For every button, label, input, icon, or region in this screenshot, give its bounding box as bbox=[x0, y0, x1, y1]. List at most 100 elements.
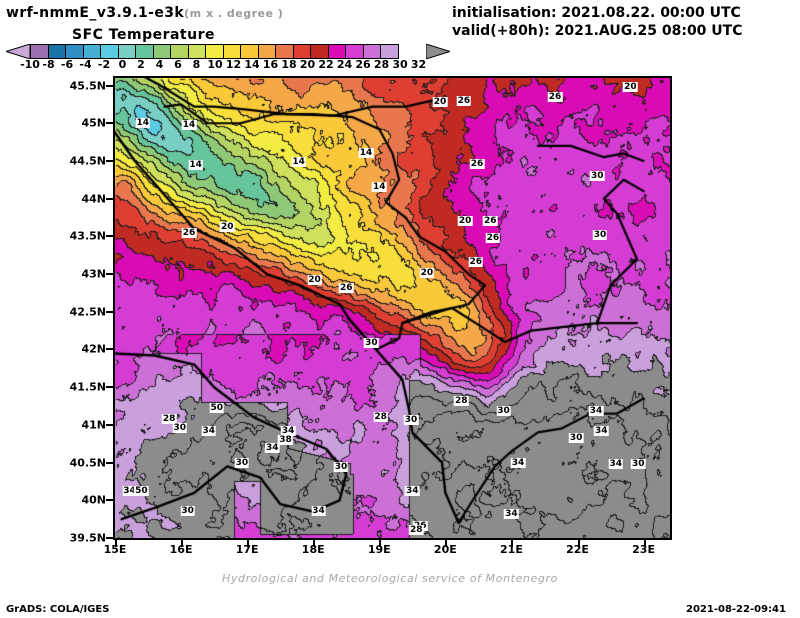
render-timestamp: 2021-08-22-09:41 bbox=[686, 604, 786, 615]
colorbar-swatch-13 bbox=[257, 44, 276, 59]
colorbar-swatch-12 bbox=[240, 44, 259, 59]
y-axis-label-44N: 44N bbox=[81, 192, 106, 206]
contour-label: 20 bbox=[623, 82, 638, 93]
x-axis-label-23E: 23E bbox=[632, 543, 655, 556]
contour-label: 26 bbox=[181, 228, 197, 239]
y-axis-tick bbox=[106, 537, 113, 539]
colorbar-tick-18: 18 bbox=[281, 58, 297, 71]
colorbar-tick-6: 6 bbox=[174, 58, 182, 71]
x-axis-tick bbox=[115, 540, 117, 547]
y-axis-tick bbox=[106, 197, 113, 200]
model-units: (m x . degree ) bbox=[184, 7, 284, 20]
x-axis-tick bbox=[313, 540, 316, 547]
contour-label: 30 bbox=[364, 338, 379, 349]
model-title: wrf-nmmE_v3.9.1-e3k(m x . degree ) bbox=[6, 5, 283, 21]
contour-label: 34 bbox=[588, 406, 604, 417]
contour-label: 20 bbox=[419, 267, 435, 278]
contour-label: 34 bbox=[510, 457, 526, 468]
contour-label: 30 bbox=[496, 406, 511, 417]
contour-label: 14 bbox=[372, 181, 387, 192]
y-axis-tick bbox=[106, 310, 113, 313]
contour-label: 26 bbox=[547, 91, 563, 102]
contour-label: 20 bbox=[432, 97, 448, 108]
colorbar-tick--10: -10 bbox=[20, 58, 40, 71]
contour-label: 14 bbox=[291, 157, 306, 168]
y-axis-tick bbox=[106, 273, 113, 276]
colorbar-swatch-10 bbox=[205, 44, 224, 59]
colorbar-swatch-11 bbox=[222, 44, 241, 59]
contour-label: 30 bbox=[590, 171, 605, 182]
colorbar-swatch-4 bbox=[100, 44, 119, 59]
y-axis-label-39.5N: 39.5N bbox=[69, 531, 106, 545]
colorbar-tick-10: 10 bbox=[207, 58, 223, 71]
valid-time: valid(+80h): 2021.AUG.25 08:00 UTC bbox=[452, 23, 743, 39]
y-axis-label-40N: 40N bbox=[81, 493, 106, 507]
temperature-map[interactable]: 14 14 14 14 14 14 26 20 20 26 20 26 26 20 26 20 26 26 30 30… bbox=[113, 76, 672, 540]
colorbar-tick--6: -6 bbox=[60, 58, 74, 71]
colorbar-tick-28: 28 bbox=[373, 58, 390, 71]
x-axis-tick bbox=[643, 540, 646, 547]
x-axis-label-19E: 19E bbox=[367, 543, 391, 556]
contour-label: 30 bbox=[403, 415, 419, 426]
contour-label: 28 bbox=[409, 525, 424, 536]
contour-label: 28 bbox=[373, 412, 388, 423]
contour-label: 14 bbox=[135, 118, 151, 129]
contour-label: 14 bbox=[181, 119, 197, 130]
contour-label: 26 bbox=[485, 232, 501, 243]
contour-label: 30 bbox=[333, 462, 349, 473]
contour-label: 34 bbox=[608, 459, 624, 470]
y-axis-label-40.5N: 40.5N bbox=[69, 456, 106, 470]
contour-label: 30 bbox=[172, 422, 188, 433]
colorbar-tick-22: 22 bbox=[318, 58, 334, 71]
x-axis-tick bbox=[247, 540, 250, 547]
contour-label: 34 bbox=[405, 486, 420, 497]
colorbar-swatch-0 bbox=[30, 44, 49, 59]
contour-label: 30 bbox=[234, 457, 250, 468]
x-axis-tick bbox=[577, 540, 580, 547]
contour-label: 34 bbox=[594, 425, 609, 436]
y-axis-label-45.5N: 45.5N bbox=[69, 79, 106, 93]
initialisation-time: initialisation: 2021.08.22. 00:00 UTC bbox=[452, 5, 741, 21]
provider-credit: Hydrological and Meteorological service … bbox=[222, 572, 558, 585]
colorbar-tick-4: 4 bbox=[155, 58, 164, 71]
colorbar-over-arrow bbox=[426, 44, 450, 59]
x-axis-label-22E: 22E bbox=[566, 543, 589, 556]
y-axis-tick bbox=[106, 159, 113, 162]
colorbar-swatch-7 bbox=[152, 44, 171, 59]
run-info: initialisation: 2021.08.22. 00:00 UTC va… bbox=[452, 4, 743, 40]
colorbar-tick-2: 2 bbox=[137, 58, 145, 71]
colorbar-swatch-3 bbox=[82, 44, 101, 59]
colorbar bbox=[6, 44, 450, 59]
map-raster bbox=[115, 78, 670, 538]
contour-label: 34 bbox=[201, 425, 217, 436]
contour-label: 20 bbox=[307, 275, 322, 286]
y-axis-tick bbox=[106, 499, 113, 502]
contour-label: 50 bbox=[134, 486, 149, 497]
x-axis-label-17E: 17E bbox=[235, 543, 259, 556]
colorbar-swatches bbox=[30, 44, 399, 59]
contour-label: 34 bbox=[264, 442, 280, 453]
colorbar-swatch-18 bbox=[345, 44, 364, 59]
colorbar-tick--8: -8 bbox=[42, 58, 55, 71]
colorbar-tick-labels: -10 -8 -6 -4 -2 0 2 4 6 8 10 12 14 16 18 20 22 24 26 28 30 32 bbox=[6, 58, 466, 72]
colorbar-tick-30: 30 bbox=[392, 58, 408, 71]
contour-label: 14 bbox=[188, 159, 203, 170]
colorbar-swatch-1 bbox=[47, 44, 66, 59]
grads-credit: GrADS: COLA/IGES bbox=[6, 604, 110, 615]
colorbar-tick--2: -2 bbox=[97, 58, 111, 71]
colorbar-title: SFC Temperature bbox=[72, 27, 215, 43]
colorbar-tick-32: 32 bbox=[410, 58, 427, 71]
colorbar-tick-26: 26 bbox=[355, 58, 371, 71]
contour-label: 30 bbox=[631, 459, 646, 470]
colorbar-tick-0: 0 bbox=[118, 58, 127, 71]
contour-label: 14 bbox=[358, 148, 374, 159]
x-axis-tick bbox=[181, 540, 184, 547]
contour-label: 20 bbox=[220, 222, 235, 233]
y-axis-label-43.5N: 43.5N bbox=[69, 229, 106, 243]
x-axis-label-20E: 20E bbox=[433, 543, 457, 556]
y-axis-tick bbox=[106, 461, 113, 464]
contour-label: 34 bbox=[311, 505, 326, 516]
colorbar-tick--4: -4 bbox=[79, 58, 92, 71]
x-axis-tick bbox=[445, 540, 448, 547]
y-axis-tick bbox=[106, 386, 113, 389]
